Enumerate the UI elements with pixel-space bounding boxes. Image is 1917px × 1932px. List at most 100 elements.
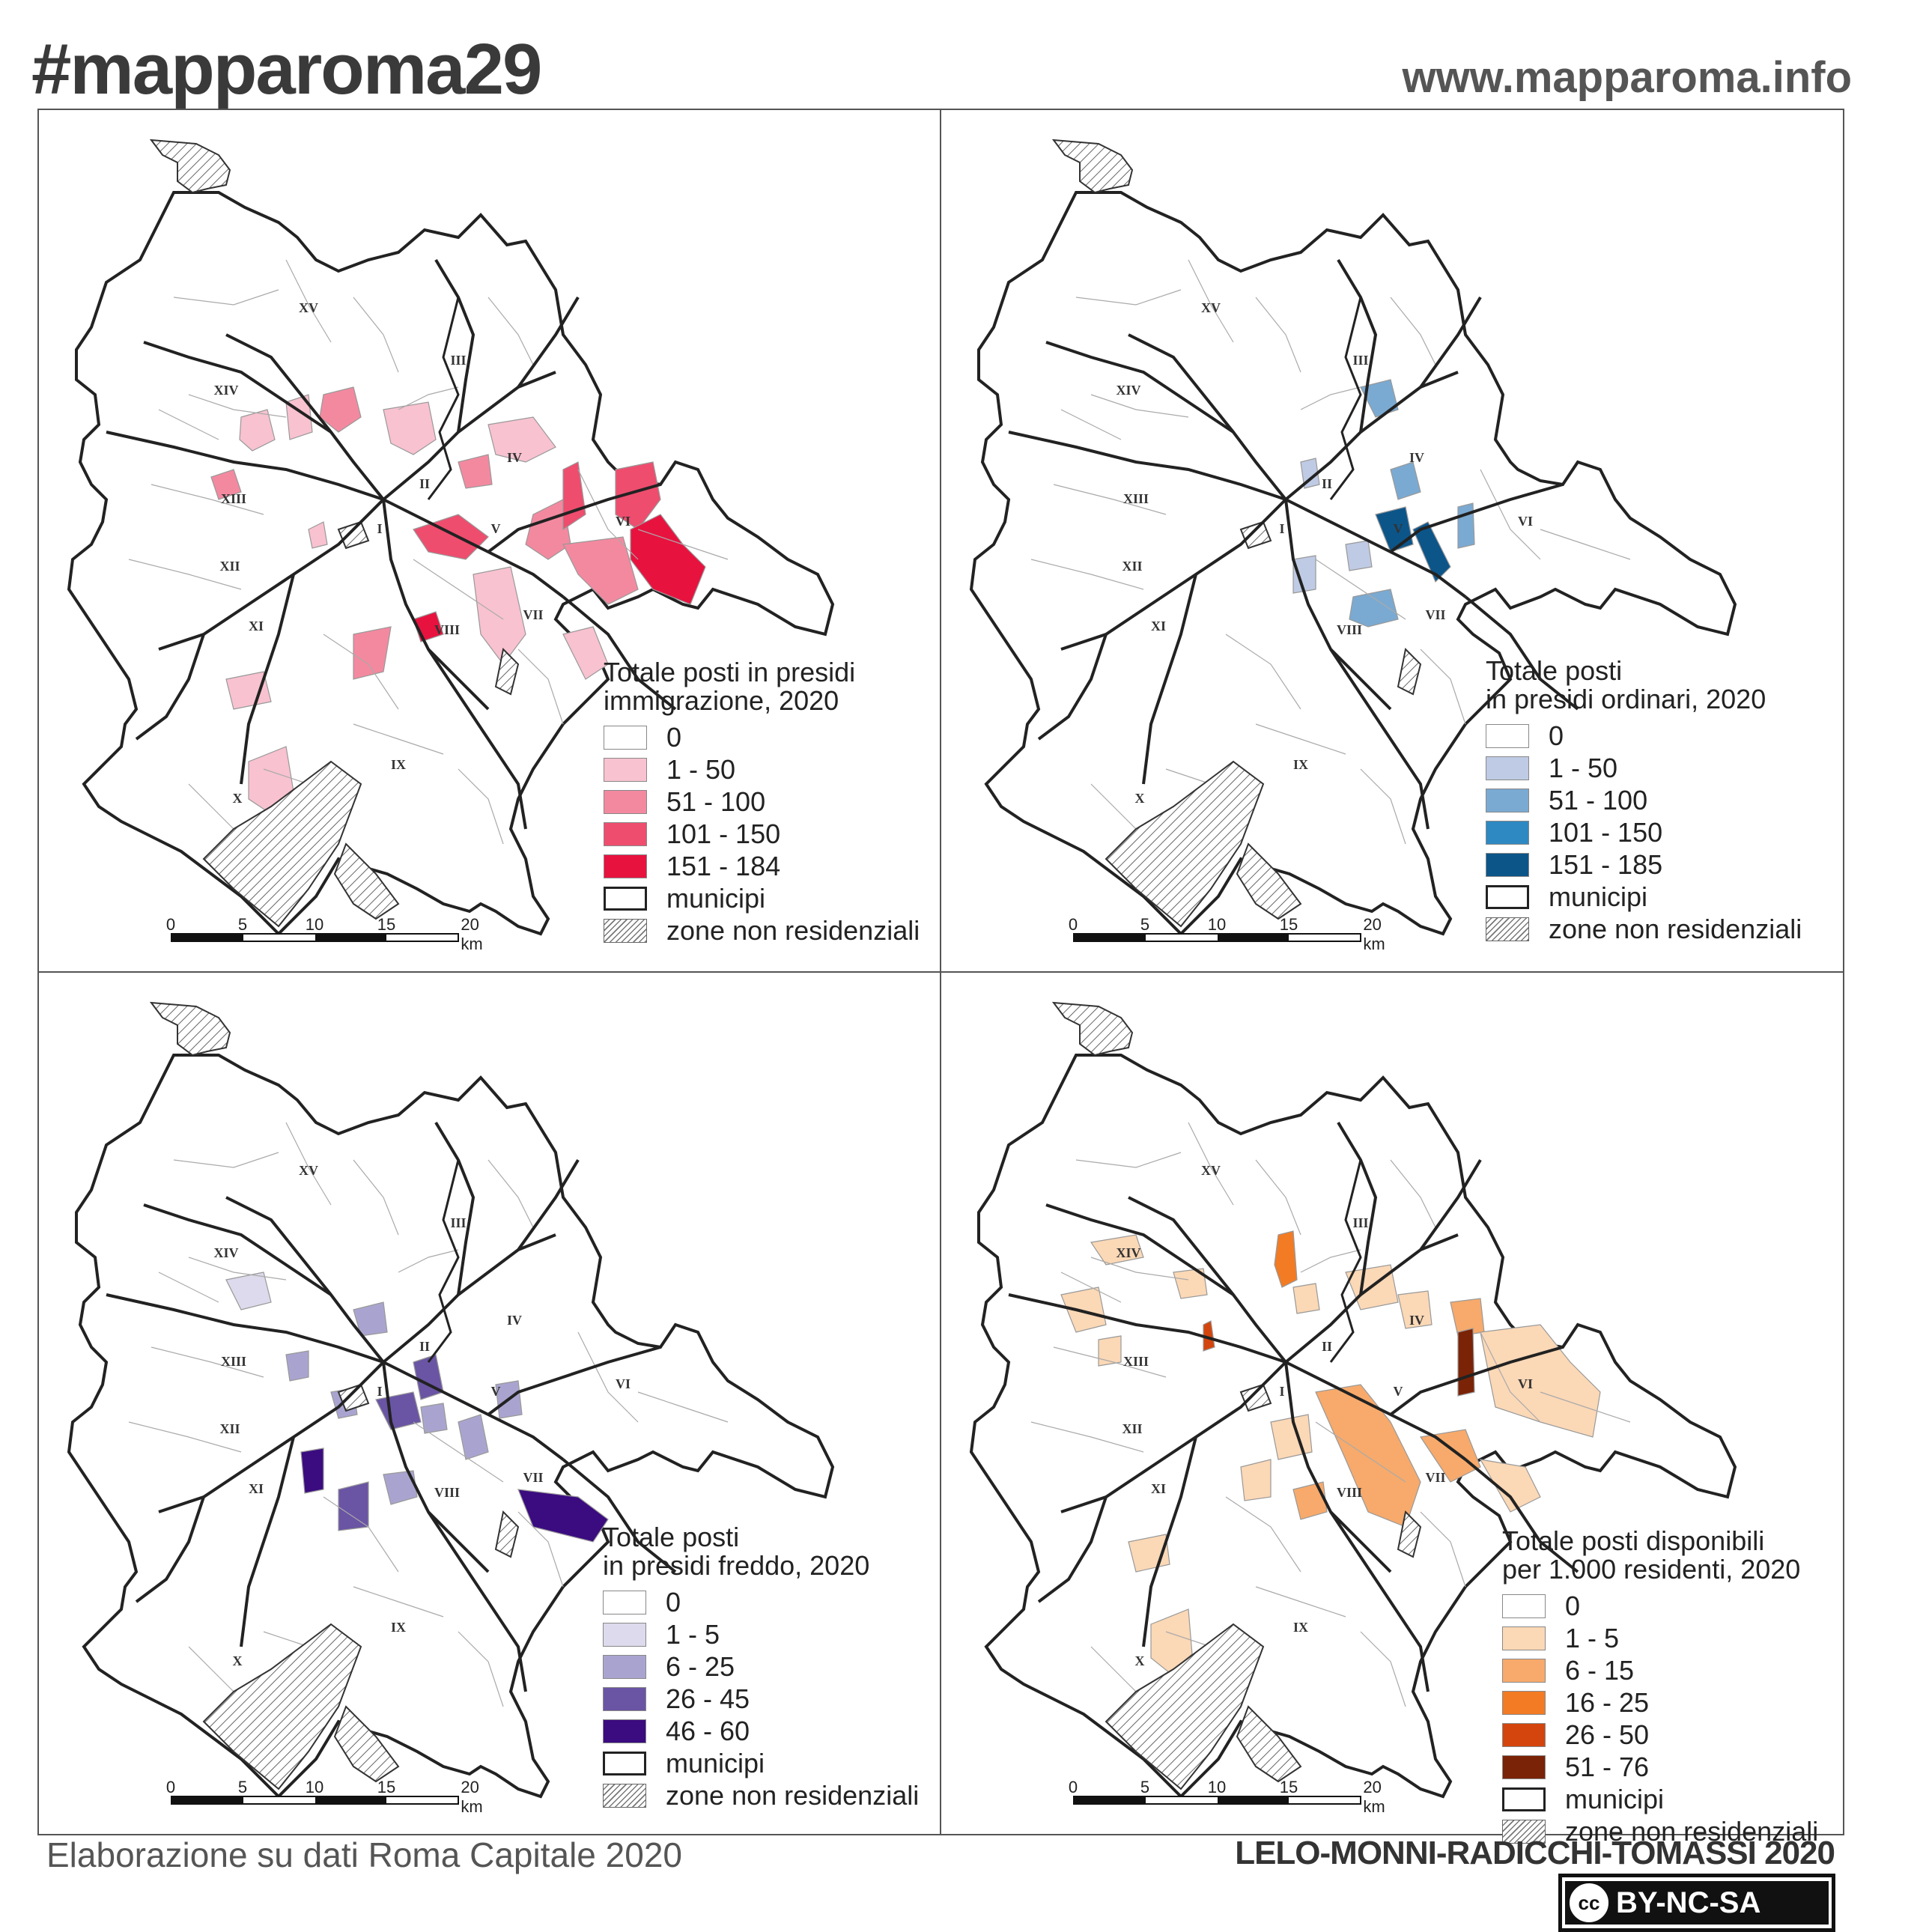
municipio-boundary — [1060, 498, 1287, 651]
legend-item: 51 - 100 — [1486, 784, 1802, 816]
municipio-boundary — [1329, 1510, 1430, 1692]
subzone-boundary — [398, 1249, 459, 1273]
legend-label: 51 - 100 — [666, 786, 766, 817]
legend-item: 16 - 25 — [1502, 1686, 1818, 1719]
municipio-boundary — [382, 499, 490, 711]
legend-item: 0 — [1486, 720, 1802, 752]
legend-non-residential: zone non residenziali — [1502, 1815, 1818, 1847]
legend-label: 0 — [666, 721, 682, 753]
zone-class-2 — [210, 469, 242, 500]
legend-swatch — [604, 725, 647, 750]
subzone-boundary — [517, 648, 564, 725]
non-residential-zone — [1397, 647, 1422, 696]
legend-swatch — [1486, 820, 1529, 845]
municipio-boundary — [1128, 1196, 1287, 1364]
non-residential-zone — [149, 139, 231, 194]
subzone-boundary — [1060, 1272, 1122, 1303]
municipio-label: X — [1135, 1653, 1145, 1668]
map-panel-immigrazione: I II III IV V VI VII VIII IX X XI XII XIII XIV XV Total… — [39, 110, 940, 971]
zone-class-2 — [285, 1350, 309, 1382]
legend-label: 0 — [1565, 1590, 1581, 1621]
scale-bar: 0 5 10 15 20 km — [166, 915, 483, 953]
municipio-boundary — [1419, 1158, 1482, 1251]
zone-class-2 — [353, 626, 392, 680]
subzone-boundary — [1360, 768, 1406, 845]
subzone-boundary — [188, 1257, 287, 1281]
municipio-boundary — [225, 333, 385, 501]
subzone-boundary — [1390, 1159, 1436, 1228]
municipio-label: VII — [1425, 607, 1445, 622]
municipio-label: XII — [219, 559, 240, 574]
legend-swatch — [1502, 1722, 1546, 1747]
municipio-boundary — [562, 595, 677, 711]
legend-swatch — [603, 1783, 646, 1808]
municipio-boundary — [1037, 1496, 1108, 1603]
non-residential-zone — [1236, 1705, 1302, 1783]
municipio-label: II — [419, 1339, 430, 1354]
zone-class-4 — [300, 1448, 324, 1494]
license-text: BY-NC-SA — [1616, 1886, 1761, 1919]
legend-title: Totale posti in presidi immigrazione, 20… — [604, 657, 856, 716]
legend-item: 1 - 5 — [1502, 1622, 1818, 1654]
municipio-label: XIII — [221, 491, 246, 506]
municipio-boundary — [1389, 1346, 1564, 1416]
scale-tick-label: 15 — [1279, 1778, 1298, 1796]
legend-label: 1 - 50 — [666, 753, 736, 785]
scale-tick-label: 10 — [1207, 915, 1227, 934]
subzone-boundary — [128, 1421, 242, 1453]
subzone-boundary — [517, 1511, 564, 1588]
municipio-label: XIV — [1116, 383, 1140, 398]
municipio-boundary — [106, 1293, 384, 1364]
zone-class-3 — [615, 461, 661, 530]
subzone-boundary — [1255, 723, 1346, 755]
legend-item: 51 - 100 — [604, 786, 920, 818]
scale-tick-label: 0 — [1068, 1778, 1078, 1796]
subzone-boundary — [173, 1152, 279, 1168]
legend-label: municipi — [1549, 881, 1648, 912]
non-residential-zone — [1105, 760, 1265, 928]
zone-class-2 — [458, 454, 493, 489]
tevere-river — [1329, 297, 1362, 500]
zone-class-3 — [338, 1481, 369, 1531]
subzone-boundary — [1053, 484, 1167, 515]
municipio-label: VII — [523, 607, 543, 622]
zone-class-2 — [1390, 461, 1421, 500]
subzone-boundary — [1255, 297, 1301, 373]
scale-tick-label: 0 — [1068, 915, 1078, 934]
zone-class-4 — [1412, 521, 1451, 583]
zone-class-4 — [630, 514, 706, 605]
subzone-boundary — [637, 1391, 729, 1423]
municipio-boundary — [240, 574, 295, 785]
zone-class-5 — [1457, 1328, 1475, 1397]
municipio-boundary — [487, 1346, 661, 1416]
website-link[interactable]: www.mapparoma.info — [1402, 53, 1852, 102]
scale-tick-label: 5 — [237, 1778, 248, 1796]
municipio-label: X — [1135, 791, 1145, 806]
zone-class-2 — [1457, 502, 1475, 549]
legend-label: municipi — [666, 882, 766, 914]
subzone-boundary — [173, 289, 279, 306]
map-legend: Totale posti in presidi freddo, 2020 0 1 -… — [603, 1523, 919, 1811]
legend-swatch — [603, 1654, 646, 1679]
subzone-boundary — [398, 386, 459, 410]
legend-label: 0 — [1549, 720, 1564, 751]
subzone-boundary — [188, 394, 287, 418]
zone-class-1 — [225, 671, 272, 710]
subzone-boundary — [1075, 1152, 1182, 1168]
data-source-note: Elaborazione su dati Roma Capitale 2020 — [46, 1835, 682, 1874]
legend-swatch — [1502, 1626, 1546, 1650]
legend-item: 1 - 5 — [603, 1618, 919, 1650]
zone-class-2 — [420, 1403, 448, 1434]
municipio-label: X — [233, 791, 243, 806]
municipio-label: V — [1394, 521, 1403, 536]
zone-class-2 — [319, 386, 362, 433]
municipio-label: I — [377, 1384, 382, 1399]
municipio-label: XV — [299, 300, 318, 315]
map-legend: Totale posti in presidi ordinari, 2020 0 1… — [1486, 657, 1802, 945]
legend-label: 26 - 45 — [666, 1683, 750, 1714]
municipio-boundary — [517, 296, 580, 389]
panel-divider-horizontal — [37, 971, 1844, 973]
legend-label: 101 - 150 — [1549, 816, 1663, 848]
